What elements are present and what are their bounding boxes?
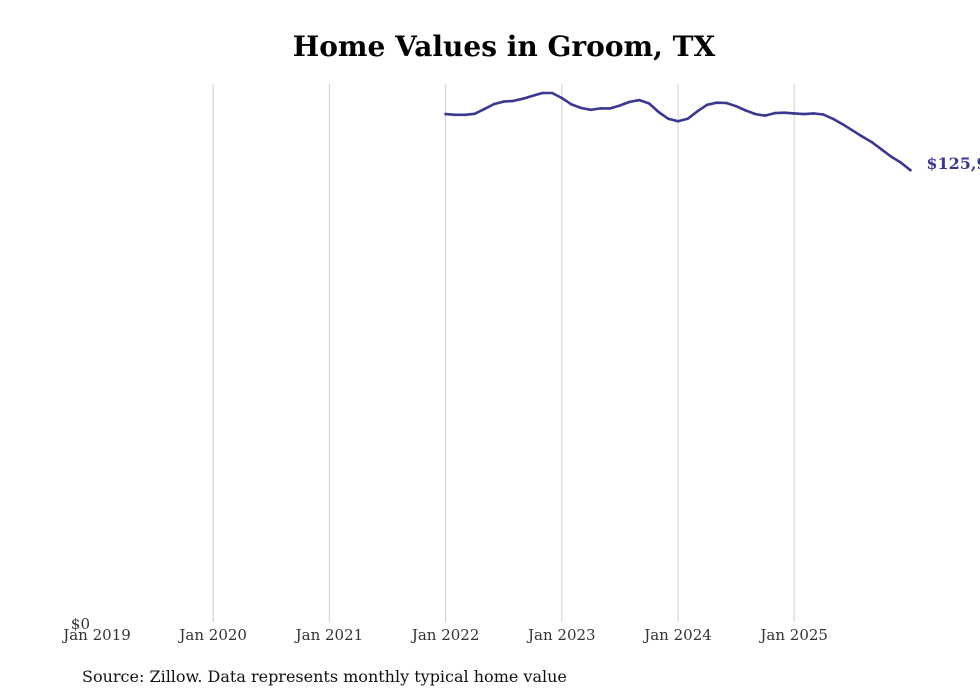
data-point [860, 135, 864, 138]
data-point [773, 111, 777, 115]
data-point [880, 148, 883, 151]
data-point [589, 108, 593, 112]
data-point [812, 112, 815, 115]
data-point [444, 112, 447, 116]
series-layer [444, 91, 912, 172]
data-point [531, 94, 535, 98]
chart-title: Home Values in Groom, TX [292, 30, 716, 63]
data-point [492, 102, 496, 106]
data-point [851, 129, 854, 132]
gridlines [212, 84, 795, 622]
data-point [638, 98, 641, 102]
data-point [463, 113, 467, 117]
data-point [792, 112, 796, 115]
data-point [570, 103, 573, 106]
data-point [841, 122, 844, 126]
data-point [657, 110, 660, 114]
x-tick-label: Jan 2019 [61, 626, 131, 644]
data-point [618, 104, 622, 107]
data-point [550, 91, 554, 95]
y-tick-label: $0 [71, 615, 90, 633]
data-point [579, 106, 583, 110]
data-point [667, 117, 670, 121]
end-label-layer: $125,964 [926, 154, 980, 173]
data-point [744, 109, 748, 112]
data-point [608, 107, 612, 110]
data-point [628, 100, 631, 104]
x-tick-label: Jan 2020 [177, 626, 247, 644]
data-point [502, 100, 506, 103]
data-point [541, 91, 544, 95]
data-point [783, 111, 786, 114]
data-point [512, 99, 515, 103]
x-tick-label: Jan 2025 [758, 626, 828, 644]
data-point [676, 120, 680, 123]
data-point [483, 107, 486, 111]
data-point [802, 112, 806, 116]
data-point [754, 112, 757, 116]
data-point [696, 110, 699, 113]
data-point [734, 104, 738, 108]
data-point [889, 155, 893, 158]
data-point [599, 107, 602, 110]
data-point [909, 168, 912, 172]
data-point [870, 140, 873, 144]
data-point [715, 101, 718, 104]
data-point [473, 112, 477, 116]
end-value-label: $125,964 [926, 154, 980, 173]
y-axis-ticks: $0 [71, 615, 90, 633]
x-tick-label: Jan 2021 [294, 626, 364, 644]
data-point [763, 114, 767, 117]
x-axis-ticks: Jan 2019 Jan 2020 Jan 2021 Jan 2022 Jan 2023… [61, 626, 828, 644]
data-point [647, 102, 651, 105]
data-point [705, 103, 709, 107]
data-point [454, 113, 457, 117]
data-point [521, 97, 525, 100]
data-point [560, 96, 564, 100]
data-point [899, 161, 902, 164]
data-point [822, 113, 825, 116]
x-tick-label: Jan 2024 [642, 626, 712, 644]
source-note: Source: Zillow. Data represents monthly … [82, 667, 567, 686]
x-tick-label: Jan 2023 [526, 626, 596, 644]
data-point [831, 117, 835, 121]
data-point [725, 101, 728, 105]
data-point [686, 117, 689, 121]
x-tick-label: Jan 2022 [410, 626, 480, 644]
